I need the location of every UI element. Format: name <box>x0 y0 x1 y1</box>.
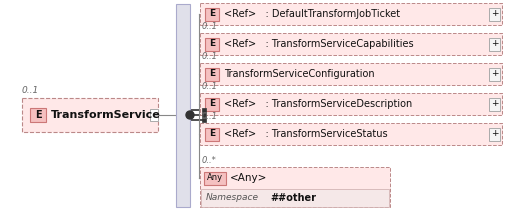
FancyBboxPatch shape <box>22 98 158 132</box>
FancyBboxPatch shape <box>488 97 499 111</box>
FancyBboxPatch shape <box>176 4 190 207</box>
Text: E: E <box>209 100 215 108</box>
Text: +: + <box>490 69 497 78</box>
Text: E: E <box>209 130 215 138</box>
Text: TransformServiceConfiguration: TransformServiceConfiguration <box>223 69 374 79</box>
Text: +: + <box>490 9 497 19</box>
Text: 0..1: 0..1 <box>202 82 217 91</box>
Text: 0..1: 0..1 <box>202 112 217 121</box>
FancyBboxPatch shape <box>205 68 218 81</box>
FancyBboxPatch shape <box>488 68 499 81</box>
FancyBboxPatch shape <box>488 38 499 50</box>
FancyBboxPatch shape <box>201 189 388 207</box>
Circle shape <box>186 111 193 119</box>
Text: +: + <box>490 130 497 138</box>
FancyBboxPatch shape <box>30 108 46 122</box>
FancyBboxPatch shape <box>205 97 218 111</box>
FancyBboxPatch shape <box>200 123 501 145</box>
FancyBboxPatch shape <box>205 8 218 20</box>
FancyBboxPatch shape <box>200 167 389 207</box>
FancyBboxPatch shape <box>205 127 218 141</box>
Text: E: E <box>209 9 215 19</box>
FancyBboxPatch shape <box>488 8 499 20</box>
FancyBboxPatch shape <box>200 3 501 25</box>
Text: E: E <box>209 39 215 49</box>
FancyBboxPatch shape <box>488 127 499 141</box>
Text: E: E <box>209 69 215 78</box>
Text: TransformService: TransformService <box>51 110 160 120</box>
Text: <Ref>   : TransformServiceDescription: <Ref> : TransformServiceDescription <box>223 99 411 109</box>
Text: 0..1: 0..1 <box>202 0 217 1</box>
Text: 0..1: 0..1 <box>202 52 217 61</box>
Text: Namespace: Namespace <box>206 193 259 203</box>
FancyBboxPatch shape <box>202 108 206 112</box>
Text: 0..1: 0..1 <box>202 22 217 31</box>
Text: <Ref>   : TransformServiceCapabilities: <Ref> : TransformServiceCapabilities <box>223 39 413 49</box>
Text: Any: Any <box>207 173 222 183</box>
FancyBboxPatch shape <box>200 63 501 85</box>
FancyBboxPatch shape <box>200 93 501 115</box>
FancyBboxPatch shape <box>200 33 501 55</box>
Text: 0..*: 0..* <box>202 156 216 165</box>
Text: <Ref>   : TransformServiceStatus: <Ref> : TransformServiceStatus <box>223 129 387 139</box>
FancyBboxPatch shape <box>202 118 206 122</box>
FancyBboxPatch shape <box>202 113 206 117</box>
FancyBboxPatch shape <box>205 38 218 50</box>
Text: 0..1: 0..1 <box>22 86 39 95</box>
Text: ##other: ##other <box>269 193 316 203</box>
FancyBboxPatch shape <box>204 172 225 184</box>
Text: <Ref>   : DefaultTransformJobTicket: <Ref> : DefaultTransformJobTicket <box>223 9 400 19</box>
Text: E: E <box>35 110 41 120</box>
Text: +: + <box>490 39 497 49</box>
Text: <Any>: <Any> <box>230 173 267 183</box>
Text: +: + <box>490 100 497 108</box>
FancyBboxPatch shape <box>150 109 158 121</box>
